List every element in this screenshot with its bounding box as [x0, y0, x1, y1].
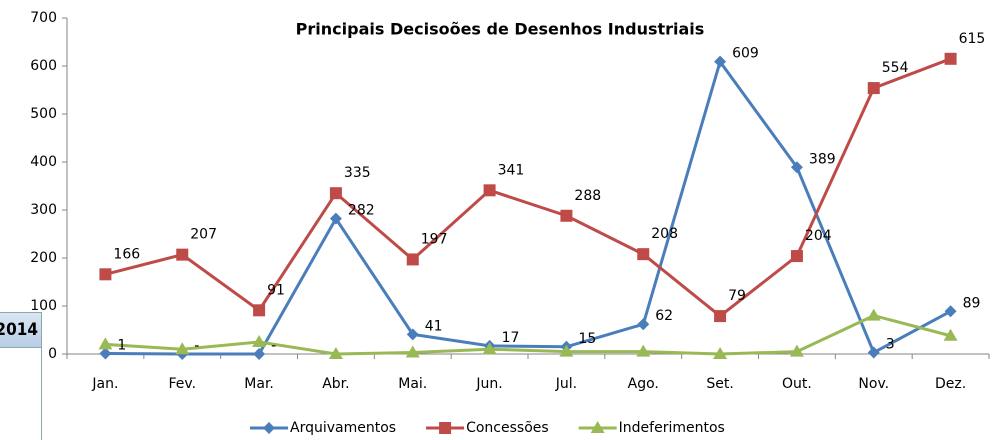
chart-title: Principais Decisoões de Desenhos Industr…: [296, 20, 705, 39]
data-label: -: [194, 338, 199, 354]
x-tick-label: Out.: [782, 376, 812, 392]
marker: [867, 346, 880, 359]
legend-label: Indeferimentos: [619, 420, 725, 436]
fragment-cell: 2014: [0, 313, 41, 348]
marker: [99, 268, 112, 281]
data-label: 91: [267, 282, 285, 298]
y-tick-label: 600: [30, 58, 57, 74]
marker: [790, 250, 803, 263]
x-tick-label: Mar.: [244, 376, 274, 392]
x-tick-label: Abr.: [322, 376, 349, 392]
marker: [253, 304, 266, 317]
data-label: 89: [963, 295, 981, 311]
data-label: 197: [421, 231, 448, 247]
legend-label: Concessões: [466, 420, 549, 436]
data-label: 79: [728, 288, 746, 304]
y-tick-label: 0: [48, 346, 57, 362]
marker: [636, 344, 651, 357]
marker: [263, 422, 275, 434]
y-tick-label: 200: [30, 250, 57, 266]
marker: [406, 328, 419, 341]
data-label: 341: [498, 162, 525, 178]
table-fragment: 2014: [0, 312, 42, 440]
data-label: 208: [651, 226, 678, 242]
marker: [637, 318, 650, 331]
x-tick-label: Dez.: [935, 376, 966, 392]
x-tick-label: Jan.: [91, 376, 118, 392]
marker: [328, 347, 343, 359]
marker: [329, 187, 342, 200]
marker: [590, 421, 605, 433]
marker: [99, 347, 112, 360]
data-label: 615: [959, 31, 986, 47]
data-label: 389: [809, 151, 836, 167]
x-tick-label: Fev.: [168, 376, 196, 392]
x-tick-label: Nov.: [858, 376, 889, 392]
marker: [482, 342, 497, 355]
marker: [175, 342, 190, 355]
marker: [560, 209, 573, 222]
data-label: 62: [655, 308, 673, 324]
data-label: 282: [348, 203, 375, 219]
x-tick-label: Ago.: [628, 376, 659, 392]
data-label: 207: [190, 227, 217, 243]
line: [105, 314, 951, 356]
y-tick-label: 700: [30, 10, 57, 26]
data-label: 288: [574, 188, 601, 204]
data-label: 554: [882, 60, 909, 76]
marker: [176, 248, 189, 261]
x-tick-label: Jul.: [555, 376, 577, 392]
marker: [559, 344, 574, 357]
marker: [789, 344, 804, 357]
x-tick-label: Jun.: [475, 376, 502, 392]
marker: [944, 52, 957, 65]
marker: [405, 345, 420, 358]
data-label: 609: [732, 46, 759, 62]
marker: [944, 305, 957, 318]
y-tick-label: 500: [30, 106, 57, 122]
marker: [866, 308, 881, 321]
x-tick-label: Set.: [706, 376, 733, 392]
marker: [867, 82, 880, 95]
data-label: 335: [344, 165, 371, 181]
marker: [790, 161, 803, 174]
data-label: -: [271, 338, 276, 354]
y-tick-label: 300: [30, 202, 57, 218]
marker: [98, 337, 113, 350]
data-label: 41: [425, 318, 443, 334]
y-tick-label: 400: [30, 154, 57, 170]
marker: [252, 335, 267, 347]
marker: [714, 55, 727, 68]
marker: [253, 348, 266, 360]
marker: [406, 253, 419, 266]
data-label: 204: [805, 228, 832, 244]
marker: [329, 212, 342, 225]
line: [105, 57, 952, 318]
data-label: 166: [113, 246, 140, 262]
legend-label: Arquivamentos: [290, 420, 396, 436]
data-label: 17: [502, 330, 520, 346]
line: [105, 58, 952, 356]
marker: [483, 184, 496, 197]
data-label: 15: [578, 331, 596, 347]
marker: [439, 422, 452, 434]
x-tick-label: Mai.: [398, 376, 427, 392]
marker: [943, 328, 958, 341]
y-tick-label: 100: [30, 298, 57, 314]
marker: [714, 310, 727, 323]
data-label: 3: [886, 337, 895, 353]
marker: [637, 248, 650, 261]
data-label: 1: [117, 338, 126, 354]
marker: [713, 347, 728, 359]
